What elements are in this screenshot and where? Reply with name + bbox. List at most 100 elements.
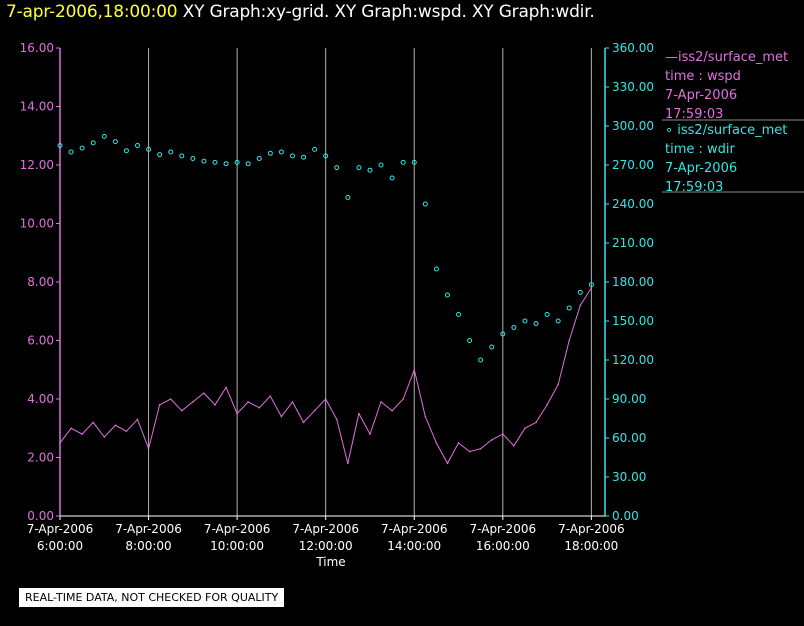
y-right-tick-label: 240.00: [612, 197, 654, 211]
wdir-point: [356, 165, 362, 171]
legend-wspd-source: —iss2/surface_met: [665, 50, 789, 65]
wdir-point: [146, 146, 152, 152]
wspd-point: [203, 392, 205, 394]
wspd-point: [313, 409, 316, 412]
x-tick-label-time: 8:00:00: [125, 539, 171, 553]
wdir-point: [577, 289, 583, 295]
legend-wdir-source: ∘ iss2/surface_met: [665, 123, 788, 138]
wspd-point: [546, 404, 548, 406]
wdir-point: [489, 344, 495, 350]
y-right-tick-label: 30.00: [612, 470, 646, 484]
wdir-point: [588, 282, 594, 288]
wspd-point: [92, 421, 95, 424]
y-right-tick-label: 150.00: [612, 314, 654, 328]
wdir-point: [389, 175, 395, 181]
x-tick-label-date: 7-Apr-2006: [558, 522, 625, 536]
wspd-point: [479, 447, 482, 450]
wdir-point: [168, 149, 174, 155]
y-left-tick-label: 6.00: [27, 334, 54, 348]
wspd-point: [169, 398, 172, 400]
wdir-point: [157, 152, 163, 158]
y-right-tick-label: 270.00: [612, 158, 654, 172]
y-left-tick-label: 12.00: [20, 158, 54, 172]
wspd-point: [225, 386, 227, 389]
x-tick-label-time: 16:00:00: [476, 539, 530, 553]
wspd-point: [424, 415, 427, 418]
legend-divider-1: [662, 119, 804, 121]
wdir-point: [68, 149, 74, 155]
wdir-point: [245, 161, 251, 167]
x-tick-label-time: 12:00:00: [299, 539, 353, 553]
legend-wspd-date: 7-Apr-2006: [665, 88, 738, 103]
wspd-point: [535, 421, 537, 424]
wspd-point: [147, 447, 150, 450]
wspd-point: [446, 462, 449, 465]
wspd-point: [291, 401, 294, 403]
wspd-point: [125, 430, 128, 432]
wdir-point: [533, 321, 539, 327]
legend-wspd-var: time : wspd: [665, 69, 741, 84]
wdir-point: [79, 145, 85, 151]
wspd-point: [579, 304, 582, 307]
wspd-point: [502, 433, 504, 435]
wdir-point: [212, 159, 218, 165]
y-right-tick-label: 90.00: [612, 392, 646, 406]
wdir-point: [378, 162, 384, 168]
wdir-point: [555, 318, 561, 324]
x-tick-label-date: 7-Apr-2006: [470, 522, 537, 536]
wdir-point: [90, 140, 96, 146]
legend-wspd-time: 17:59:03: [665, 107, 724, 122]
legend-wdir-var: time : wdir: [665, 142, 735, 157]
y-left-tick-label: 0.00: [27, 509, 54, 523]
quality-disclaimer: REAL-TIME DATA, NOT CHECKED FOR QUALITY: [19, 588, 285, 607]
x-tick-label-date: 7-Apr-2006: [27, 522, 94, 536]
legend-divider-2: [662, 191, 804, 193]
wspd-point: [192, 401, 194, 403]
wdir-point: [467, 338, 473, 343]
wdir-point: [544, 312, 550, 317]
wspd-point: [335, 418, 338, 421]
x-tick-label-date: 7-Apr-2006: [292, 522, 359, 536]
wdir-point: [278, 149, 284, 155]
wspd-point: [180, 409, 183, 412]
wspd-point: [70, 427, 72, 430]
wspd-point: [59, 442, 61, 444]
wdir-point: [411, 159, 417, 165]
wdir-point: [478, 357, 484, 363]
x-tick-label-time: 10:00:00: [210, 539, 264, 553]
tick-labels: 7-Apr-2006 6:00:00 7-Apr-2006 8:00:00 7-Apr-…: [20, 41, 654, 553]
wspd-point: [358, 412, 360, 415]
legend-wdir-time: 17:59:03: [665, 180, 724, 195]
wspd-point: [413, 368, 416, 371]
legend-wspd: —iss2/surface_met time : wspd 7-Apr-2006…: [665, 48, 788, 124]
wdir-point: [433, 266, 439, 272]
wspd-point: [590, 287, 593, 289]
series-wspd: [59, 287, 593, 465]
wdir-point: [367, 167, 373, 173]
y-right-tick-label: 330.00: [612, 80, 654, 94]
wdir-point: [345, 195, 351, 200]
x-tick-label-date: 7-Apr-2006: [381, 522, 448, 536]
wspd-point: [435, 442, 438, 444]
graph-names: XY Graph:xy-grid. XY Graph:wspd. XY Grap…: [182, 2, 595, 22]
wdir-point: [267, 150, 273, 156]
x-tick-label-time: 18:00:00: [564, 539, 618, 553]
wdir-point: [422, 201, 428, 207]
wspd-point: [103, 436, 106, 438]
x-tick-label-time: 6:00:00: [37, 539, 83, 553]
wspd-point: [490, 439, 493, 441]
grid-lines: [148, 48, 592, 516]
wspd-point: [524, 427, 526, 430]
wdir-point: [456, 312, 462, 317]
wspd-point: [214, 404, 216, 406]
wdir-point: [334, 165, 340, 171]
x-axis-label: Time: [315, 555, 345, 569]
header-title: 7-apr-2006,18:00:00 XY Graph:xy-grid. XY…: [6, 2, 595, 22]
wdir-point: [101, 133, 107, 139]
wdir-point: [511, 325, 517, 330]
wdir-point: [400, 159, 406, 165]
wspd-point: [280, 415, 283, 418]
wdir-point: [223, 161, 229, 167]
wspd-point: [247, 401, 249, 403]
